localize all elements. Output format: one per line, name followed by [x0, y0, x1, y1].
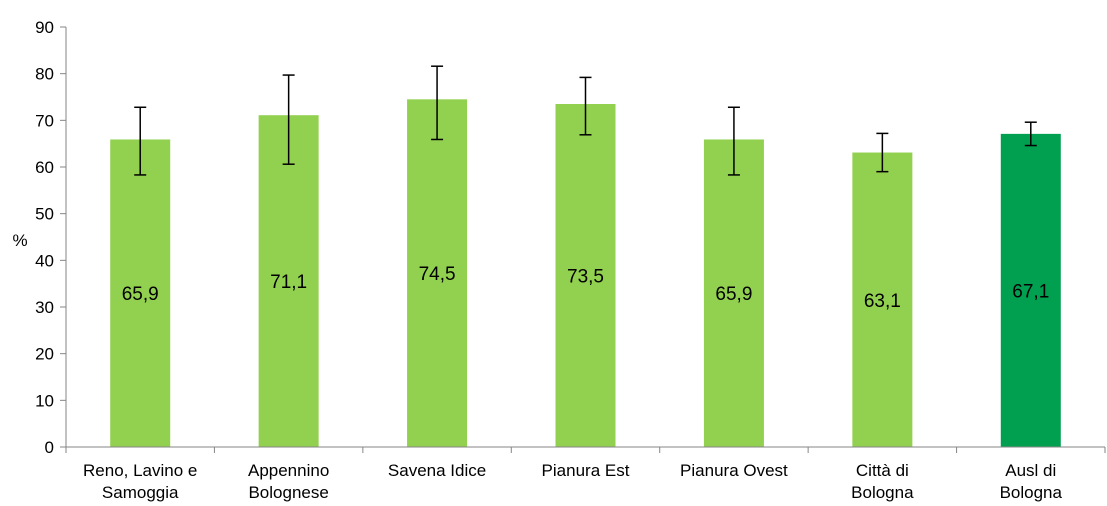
bar	[258, 115, 319, 447]
bar	[703, 139, 764, 447]
y-tick-label: 10	[35, 391, 54, 410]
bar	[110, 139, 171, 447]
category-label: Pianura Est	[542, 461, 630, 480]
bars	[110, 99, 1061, 448]
error-bar	[727, 106, 740, 176]
y-tick-label: 60	[35, 158, 54, 177]
y-tick-label: 30	[35, 298, 54, 317]
bar	[555, 104, 616, 447]
category-label: Reno, Lavino e Samoggia	[83, 461, 197, 502]
category-label: Ausl di Bologna	[1000, 461, 1063, 502]
category-label: Città di Bologna	[851, 461, 914, 502]
error-bar	[431, 65, 444, 141]
error-bars	[134, 65, 1037, 176]
error-bar	[134, 106, 147, 176]
data-label: 74,5	[419, 264, 456, 285]
data-label: 65,9	[122, 284, 159, 305]
data-label: 67,1	[1012, 281, 1049, 302]
data-label: 73,5	[567, 267, 604, 288]
error-bar	[876, 132, 889, 173]
bar	[1000, 133, 1061, 447]
y-axis-ticks: 0 10 20 30 40 50 60 70 80 90	[35, 18, 66, 457]
category-label: Appennino Bolognese	[248, 461, 329, 502]
error-bar	[579, 76, 592, 136]
y-tick-label: 90	[35, 18, 54, 37]
y-tick-label: 20	[35, 345, 54, 364]
y-tick-label: 40	[35, 251, 54, 270]
y-tick-label: 70	[35, 111, 54, 130]
data-labels: 65,9 71,1 74,5 73,5 65,9 63,1 67,1	[122, 264, 1050, 312]
data-label: 63,1	[864, 291, 901, 312]
axes	[65, 27, 1106, 453]
y-tick-label: 0	[45, 438, 54, 457]
y-tick-label: 80	[35, 65, 54, 84]
y-tick-label: 50	[35, 205, 54, 224]
data-label: 65,9	[715, 284, 752, 305]
bar	[852, 152, 913, 448]
category-labels: Reno, Lavino e Samoggia Appennino Bolognese…	[83, 461, 1062, 502]
data-label: 71,1	[270, 272, 307, 293]
bar	[407, 99, 468, 447]
category-label: Pianura Ovest	[680, 461, 788, 480]
error-bar	[1024, 121, 1037, 147]
y-axis-title: %	[12, 231, 27, 250]
error-bar	[282, 74, 295, 165]
category-label: Savena Idice	[388, 461, 486, 480]
